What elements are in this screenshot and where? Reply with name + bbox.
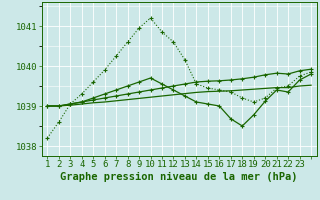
X-axis label: Graphe pression niveau de la mer (hPa): Graphe pression niveau de la mer (hPa): [60, 172, 298, 182]
